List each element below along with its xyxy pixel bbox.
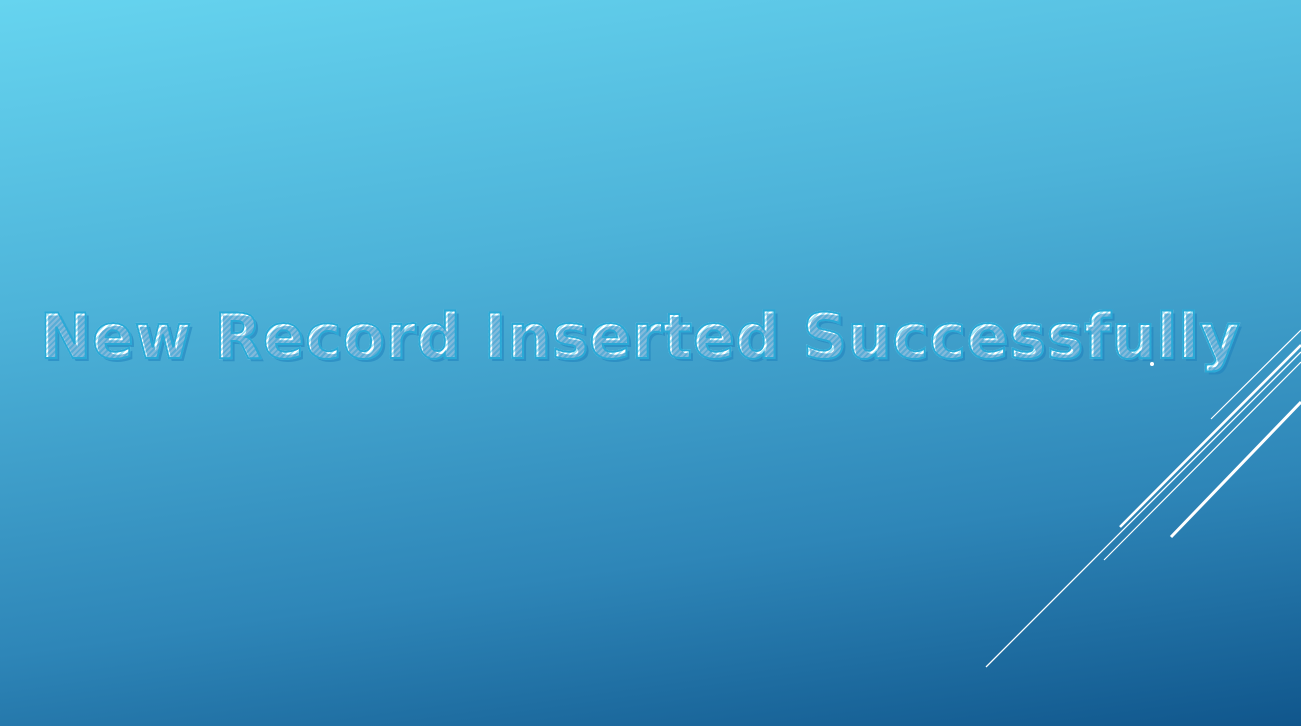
diagonal-line-long-thin [985,351,1301,668]
diagonal-line-thick-upper [1119,344,1301,528]
diagonal-line-thick-lower [1169,400,1301,539]
diagonal-line-thin-upper [1210,329,1301,420]
slide-title: New Record Inserted Successfully [38,282,1241,392]
decorative-dot [1150,362,1154,366]
diagonal-line-thin-middle [1103,361,1301,561]
title-container: New Record Inserted Successfully [0,282,1280,392]
